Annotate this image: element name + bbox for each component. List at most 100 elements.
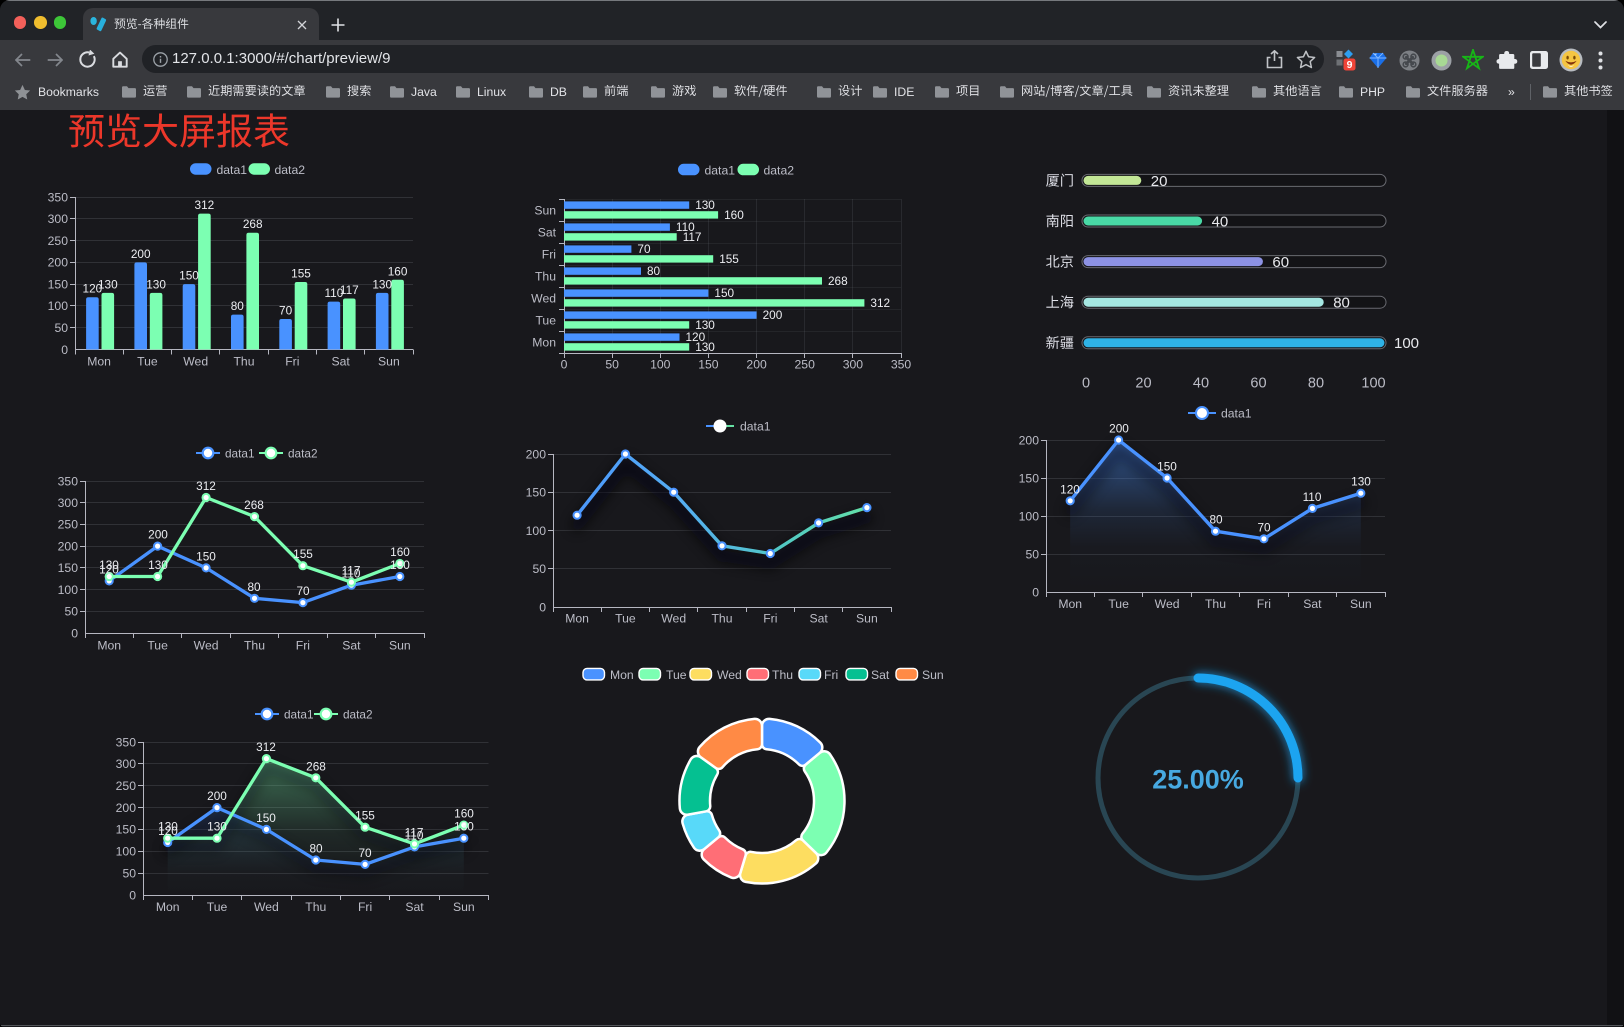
svg-text:70: 70 (358, 846, 372, 860)
svg-text:Wed: Wed (1155, 597, 1180, 611)
svg-text:120: 120 (83, 282, 103, 296)
svg-text:110: 110 (1303, 490, 1322, 504)
svg-text:300: 300 (58, 496, 79, 510)
svg-text:50: 50 (1025, 547, 1039, 561)
svg-text:117: 117 (342, 564, 361, 578)
svg-text:Wed: Wed (661, 612, 686, 626)
svg-text:117: 117 (683, 230, 702, 244)
svg-text:80: 80 (231, 299, 245, 313)
svg-text:300: 300 (843, 358, 864, 372)
svg-text:150: 150 (1157, 460, 1177, 474)
svg-text:200: 200 (1109, 422, 1129, 436)
svg-text:Wed: Wed (194, 639, 219, 653)
svg-text:50: 50 (54, 321, 68, 335)
svg-text:130: 130 (695, 318, 715, 332)
svg-text:Tue: Tue (535, 313, 556, 327)
svg-text:312: 312 (870, 296, 890, 310)
svg-text:Sun: Sun (389, 639, 411, 653)
svg-text:300: 300 (116, 757, 137, 771)
svg-text:40: 40 (1193, 376, 1209, 392)
svg-text:50: 50 (532, 562, 546, 576)
svg-text:250: 250 (116, 779, 137, 793)
svg-text:250: 250 (48, 234, 69, 248)
svg-text:200: 200 (746, 358, 767, 372)
svg-text:100: 100 (526, 524, 547, 538)
svg-text:350: 350 (48, 190, 69, 204)
svg-text:70: 70 (279, 304, 293, 318)
svg-text:Sat: Sat (331, 355, 350, 369)
svg-text:0: 0 (561, 358, 568, 372)
svg-text:data1: data1 (740, 419, 771, 433)
svg-text:9: 9 (1347, 59, 1353, 71)
svg-text:50: 50 (605, 358, 619, 372)
svg-text:data2: data2 (275, 163, 306, 177)
svg-text:100: 100 (48, 299, 69, 313)
svg-text:Thu: Thu (233, 355, 254, 369)
svg-text:data1: data1 (1221, 406, 1252, 420)
svg-text:150: 150 (58, 561, 79, 575)
svg-text:20: 20 (1135, 376, 1151, 392)
svg-text:100: 100 (1019, 509, 1040, 523)
svg-text:130: 130 (1351, 475, 1371, 489)
svg-text:data1: data1 (284, 707, 314, 721)
svg-text:268: 268 (243, 217, 263, 231)
svg-text:Sat: Sat (538, 225, 557, 239)
svg-text:Fri: Fri (824, 668, 838, 682)
svg-text:Thu: Thu (1205, 597, 1226, 611)
svg-text:150: 150 (698, 358, 719, 372)
svg-text:Wed: Wed (531, 291, 556, 305)
svg-text:350: 350 (891, 358, 912, 372)
svg-text:0: 0 (1082, 376, 1090, 392)
svg-text:Wed: Wed (254, 900, 279, 914)
svg-text:Fri: Fri (763, 612, 777, 626)
svg-text:Tue: Tue (137, 355, 158, 369)
svg-text:data1: data1 (217, 163, 248, 177)
svg-text:70: 70 (1257, 520, 1271, 534)
svg-text:80: 80 (309, 842, 323, 856)
svg-text:Sun: Sun (1350, 597, 1372, 611)
svg-text:110: 110 (342, 567, 361, 581)
svg-text:Fri: Fri (1257, 597, 1271, 611)
svg-text:150: 150 (196, 549, 216, 563)
svg-text:200: 200 (148, 528, 168, 542)
svg-text:312: 312 (196, 479, 216, 493)
svg-text:Tue: Tue (666, 668, 687, 682)
svg-text:250: 250 (795, 358, 816, 372)
svg-text:130: 130 (146, 277, 166, 291)
svg-text:100: 100 (58, 583, 79, 597)
svg-text:70: 70 (637, 242, 651, 256)
svg-text:Mon: Mon (610, 668, 634, 682)
svg-text:data1: data1 (705, 163, 736, 177)
svg-text:data1: data1 (225, 446, 255, 460)
svg-text:120: 120 (99, 562, 119, 576)
svg-text:150: 150 (256, 811, 276, 825)
svg-text:150: 150 (526, 486, 547, 500)
svg-text:Sun: Sun (534, 203, 556, 217)
svg-text:100: 100 (650, 358, 671, 372)
svg-text:100: 100 (1394, 335, 1419, 352)
svg-text:155: 155 (719, 252, 739, 266)
svg-text:155: 155 (291, 267, 311, 281)
svg-text:200: 200 (1019, 433, 1040, 447)
svg-text:Sun: Sun (922, 668, 944, 682)
svg-text:Wed: Wed (183, 355, 208, 369)
svg-text:Mon: Mon (565, 612, 589, 626)
svg-text:350: 350 (116, 735, 137, 749)
svg-text:60: 60 (1272, 254, 1289, 271)
svg-text:Thu: Thu (535, 269, 556, 283)
svg-text:Fri: Fri (285, 355, 299, 369)
svg-text:80: 80 (1333, 295, 1350, 312)
svg-text:120: 120 (1060, 482, 1080, 496)
svg-text:Fri: Fri (358, 900, 372, 914)
svg-text:Tue: Tue (207, 900, 228, 914)
svg-text:160: 160 (390, 545, 410, 559)
svg-text:268: 268 (244, 498, 264, 512)
svg-text:Sat: Sat (342, 639, 361, 653)
svg-text:268: 268 (306, 759, 326, 773)
svg-text:0: 0 (71, 626, 78, 640)
svg-text:150: 150 (714, 286, 734, 300)
svg-text:312: 312 (195, 198, 215, 212)
svg-text:130: 130 (98, 277, 118, 291)
svg-text:Mon: Mon (532, 335, 556, 349)
svg-text:0: 0 (61, 343, 68, 357)
